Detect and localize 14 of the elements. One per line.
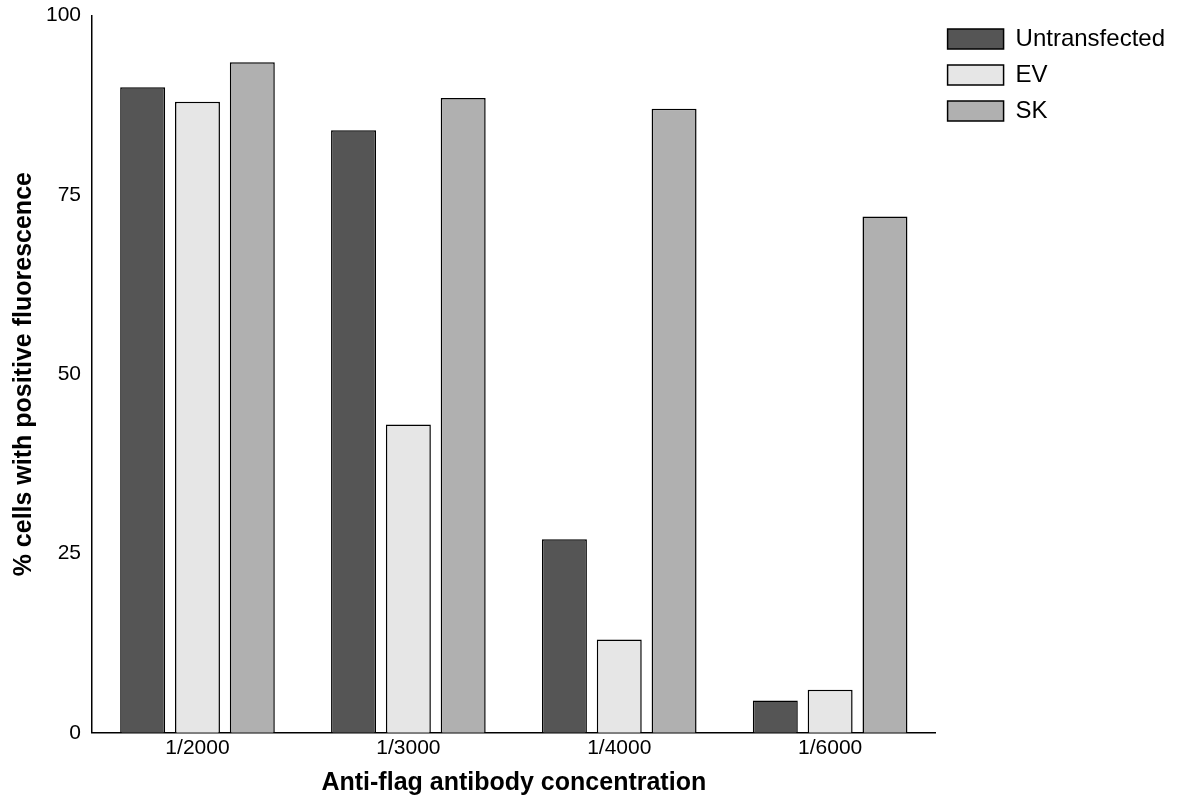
legend-label: SK bbox=[1015, 95, 1048, 123]
x-tick-label: 1/4000 bbox=[587, 735, 652, 759]
x-axis-title: Anti-flag antibody concentration bbox=[321, 766, 707, 795]
y-tick-label: 25 bbox=[57, 540, 82, 564]
y-tick-label: 0 bbox=[69, 719, 82, 743]
y-tick-label: 50 bbox=[57, 361, 82, 384]
y-axis-title: % cells with positive fluorescence bbox=[7, 171, 36, 577]
x-tick-label: 1/2000 bbox=[165, 735, 230, 759]
x-tick-label: 1/3000 bbox=[376, 735, 441, 759]
legend-label: EV bbox=[1015, 59, 1048, 87]
y-tick-label: 75 bbox=[57, 181, 82, 205]
legend-label: Untransfected bbox=[1015, 23, 1166, 51]
y-tick-label: 100 bbox=[45, 2, 82, 26]
x-tick-label: 1/6000 bbox=[798, 735, 863, 759]
